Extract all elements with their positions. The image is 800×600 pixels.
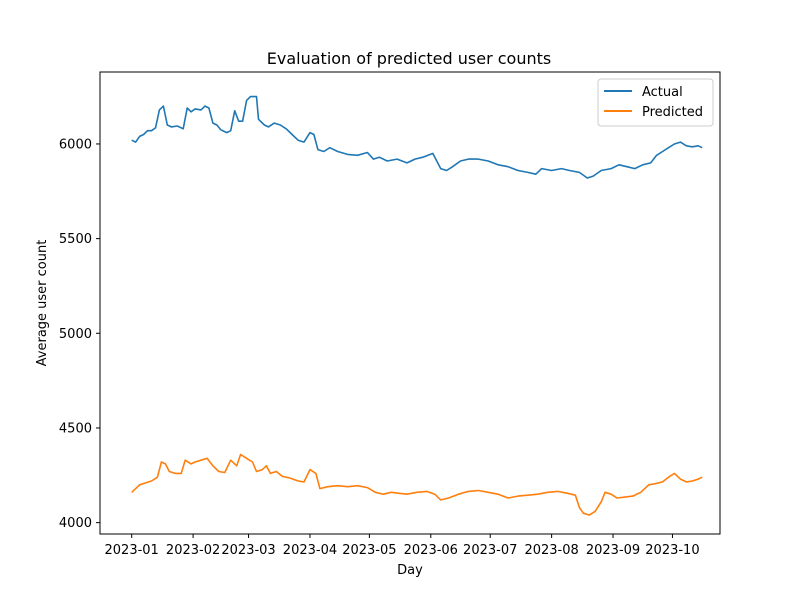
x-tick-label: 2023-07	[463, 543, 517, 558]
x-tick-label: 2023-08	[524, 543, 578, 558]
x-tick-label: 2023-04	[283, 543, 337, 558]
y-axis-label: Average user count	[35, 240, 50, 367]
y-tick-label: 6000	[59, 137, 92, 152]
legend: Actual Predicted	[597, 78, 714, 127]
x-tick-label: 2023-01	[105, 543, 159, 558]
x-tick-label: 2023-03	[221, 543, 275, 558]
series-line-predicted	[131, 453, 703, 516]
x-axis-label: Day	[397, 563, 423, 578]
series-line-actual	[131, 95, 703, 179]
y-tick-label: 5500	[59, 232, 92, 247]
legend-label-actual: Actual	[642, 85, 683, 100]
y-tick-label: 4500	[59, 421, 92, 436]
y-tick-label: 4000	[59, 516, 92, 531]
x-axis: 2023-01 2023-02 2023-03 2023-04 2023-05 2023-…	[105, 534, 700, 558]
series-layer	[131, 95, 703, 516]
chart-title: Evaluation of predicted user counts	[267, 49, 551, 68]
plot-area	[99, 71, 721, 535]
legend-label-predicted: Predicted	[642, 105, 703, 120]
x-tick-label: 2023-06	[404, 543, 458, 558]
x-tick-label: 2023-02	[166, 543, 220, 558]
x-tick-label: 2023-09	[586, 543, 640, 558]
y-tick-label: 5000	[59, 327, 92, 342]
x-tick-label: 2023-05	[342, 543, 396, 558]
x-tick-label: 2023-10	[645, 543, 699, 558]
y-axis: 4000 4500 5000 5500 6000	[59, 137, 100, 531]
